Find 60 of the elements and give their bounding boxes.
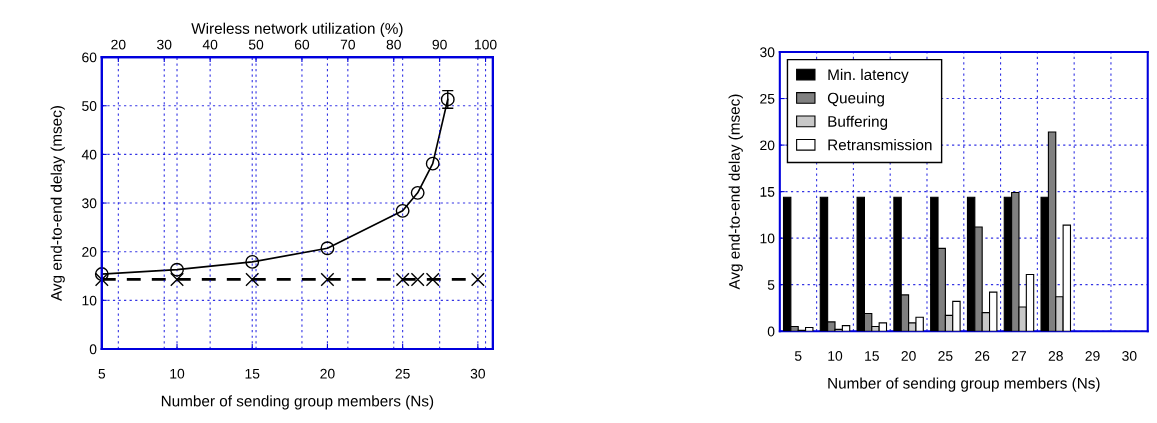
y-tick-label: 5 xyxy=(767,280,775,290)
y-axis-title: Avg end-to-end delay (msec) xyxy=(728,94,743,290)
x2-tick-label: 100 xyxy=(475,39,497,50)
x-tick-label: 10 xyxy=(828,351,843,361)
x-tick-label: 20 xyxy=(901,351,916,361)
x2-axis-title: Wireless network utilization (%) xyxy=(191,22,403,37)
x-tick-label: 10 xyxy=(170,368,185,379)
y-tick-label: 30 xyxy=(760,47,775,58)
x-tick-label: 5 xyxy=(98,368,106,379)
x-tick-label: 30 xyxy=(470,368,486,379)
x-tick-label: 26 xyxy=(975,351,990,361)
point xyxy=(245,272,260,287)
legend-label: Retransmission xyxy=(828,139,932,151)
point xyxy=(320,241,335,256)
y-axis-title: Avg end-to-end delay (msec) xyxy=(50,106,65,301)
x2-tick-label: 90 xyxy=(432,39,447,50)
x2-tick-label: 20 xyxy=(111,39,126,50)
legend-label: Queuing xyxy=(827,92,884,107)
y-tick-label: 60 xyxy=(82,52,97,63)
x2-tick-label: 40 xyxy=(202,39,218,50)
y-tick-label: 20 xyxy=(82,247,97,257)
point xyxy=(170,272,184,287)
legend-label: Buffering xyxy=(828,115,888,130)
x-axis-title: Number of sending group members (Ns) xyxy=(161,395,434,410)
y-tick-label: 10 xyxy=(82,295,97,306)
point xyxy=(395,203,410,218)
point xyxy=(470,272,485,287)
x2-tick-label: 80 xyxy=(386,39,401,50)
y-tick-label: 40 xyxy=(81,149,97,160)
legend-label: Min. latency xyxy=(828,68,909,84)
y-tick-label: 0 xyxy=(767,326,775,337)
x-tick-label: 28 xyxy=(1048,351,1063,361)
x2-tick-label: 50 xyxy=(248,39,264,50)
x-axis-title: Number of sending group members (Ns) xyxy=(828,377,1100,392)
y-tick-label: 30 xyxy=(82,198,97,209)
y-tick-label: 15 xyxy=(760,187,775,197)
point xyxy=(425,156,440,171)
point xyxy=(170,262,184,277)
point xyxy=(94,272,109,287)
y-tick-label: 0 xyxy=(89,344,97,355)
point xyxy=(245,254,260,269)
y-tick-label: 25 xyxy=(760,93,775,104)
x-tick-label: 25 xyxy=(938,351,953,361)
x-tick-label: 15 xyxy=(865,351,879,361)
x2-tick-label: 30 xyxy=(157,39,172,50)
point xyxy=(410,185,425,200)
point xyxy=(320,272,335,287)
x-tick-label: 29 xyxy=(1085,351,1100,361)
y-tick-label: 50 xyxy=(82,101,97,111)
x-tick-label: 25 xyxy=(395,368,410,379)
x2-tick-label: 60 xyxy=(294,39,310,50)
x-tick-label: 30 xyxy=(1122,351,1137,361)
x-tick-label: 20 xyxy=(320,368,335,379)
x2-tick-label: 70 xyxy=(340,39,356,50)
x-tick-label: 15 xyxy=(245,368,260,379)
x-tick-label: 5 xyxy=(794,351,802,361)
point xyxy=(94,267,109,282)
y-tick-label: 10 xyxy=(760,233,775,244)
x-tick-label: 27 xyxy=(1011,351,1026,361)
y-tick-label: 20 xyxy=(760,140,775,151)
